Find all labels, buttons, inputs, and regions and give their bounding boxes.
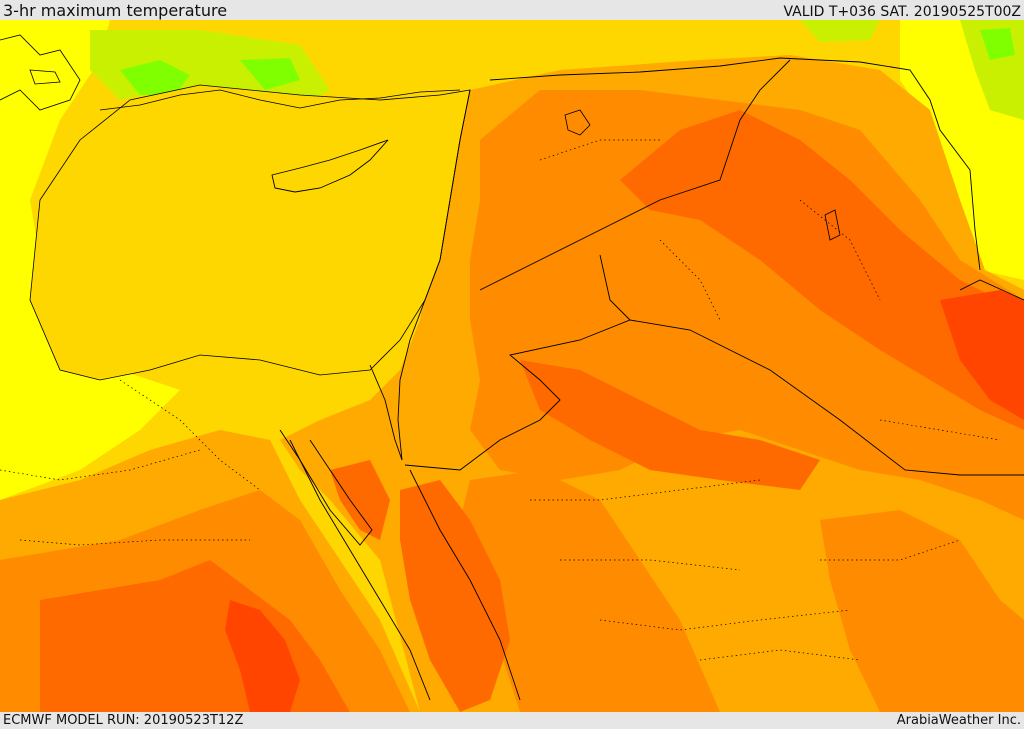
persian-gulf-coastline bbox=[959, 279, 1024, 301]
red-sea-coastline bbox=[289, 439, 521, 701]
temperature-field-hot-west-arabia bbox=[400, 480, 510, 712]
map-title: 3-hr maximum temperature bbox=[3, 1, 228, 20]
lake-urmia bbox=[824, 209, 841, 241]
turkey-south-coast bbox=[99, 89, 461, 111]
temperature-field-green-top-center bbox=[800, 20, 880, 42]
temperature-field-hot-egypt-core bbox=[225, 600, 300, 712]
temperature-field-yellow-west bbox=[0, 20, 180, 500]
temperature-field-orange-south bbox=[460, 470, 720, 712]
valid-time-label: VALID T+036 SAT. 20190525T00Z bbox=[783, 4, 1021, 20]
border-iraq-syria bbox=[479, 59, 791, 291]
gulf-of-suez-coastline bbox=[279, 429, 373, 546]
credit-label: ArabiaWeather Inc. bbox=[896, 713, 1021, 728]
temperature-field-green-spot-1 bbox=[120, 60, 190, 95]
cyprus-island bbox=[271, 139, 389, 193]
temperature-field-green-northeast-2 bbox=[980, 28, 1015, 60]
footer-bar bbox=[0, 712, 1024, 729]
border-syria-turkey bbox=[489, 57, 981, 271]
border-jordan-iraq bbox=[599, 254, 631, 321]
temperature-field-hot-sinai bbox=[330, 460, 390, 540]
temperature-field-hot-kuwait bbox=[940, 290, 1024, 420]
lake-van bbox=[564, 109, 591, 136]
header-bar bbox=[0, 0, 1024, 20]
aegean-coastline bbox=[0, 34, 81, 111]
temperature-field-hot-jordan bbox=[520, 360, 820, 490]
admin-boundaries-dotted bbox=[0, 139, 1001, 661]
border-jordan-saudi bbox=[404, 319, 1024, 476]
levant-coastline bbox=[397, 89, 471, 461]
temperature-field-orange-southeast bbox=[820, 510, 1024, 712]
temperature-field-green-spot-2 bbox=[240, 58, 300, 90]
temperature-field-hot-iraq bbox=[620, 110, 1024, 430]
temperature-map bbox=[0, 20, 1024, 712]
border-egypt-israel bbox=[369, 364, 403, 461]
model-run-label: ECMWF MODEL RUN: 20190523T12Z bbox=[3, 713, 244, 728]
